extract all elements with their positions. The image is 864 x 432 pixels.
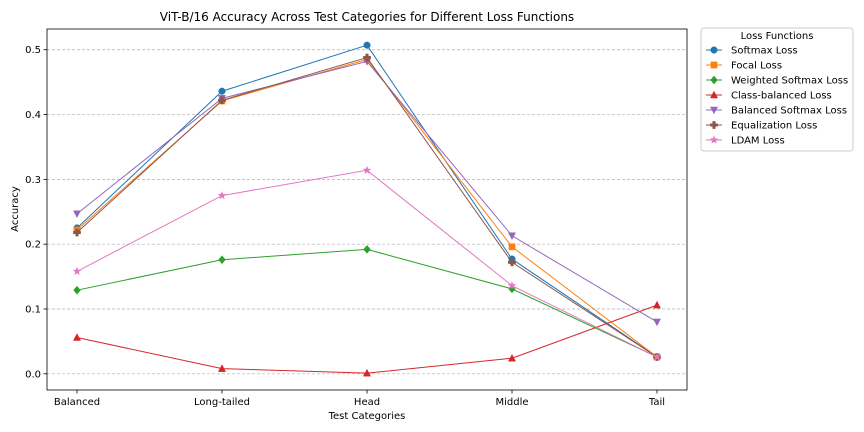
chart-title: ViT-B/16 Accuracy Across Test Categories… bbox=[160, 10, 574, 24]
series-equalization-loss bbox=[73, 53, 661, 361]
legend-label: Weighted Softmax Loss bbox=[731, 76, 848, 87]
gridlines bbox=[47, 49, 687, 375]
legend-marker bbox=[710, 121, 718, 129]
data-point bbox=[363, 244, 371, 254]
y-axis-label: Accuracy bbox=[10, 186, 21, 232]
legend-item: Weighted Softmax Loss bbox=[706, 76, 848, 87]
x-tick-label: Balanced bbox=[54, 397, 100, 408]
legend-box bbox=[700, 27, 854, 152]
series-line bbox=[76, 44, 658, 358]
legend-label: LDAM Loss bbox=[731, 136, 785, 147]
x-tick-label: Tail bbox=[648, 397, 665, 408]
legend-item: Focal Loss bbox=[706, 61, 782, 72]
data-point bbox=[507, 232, 517, 241]
data-point bbox=[73, 228, 81, 237]
series-class-balanced-loss bbox=[72, 300, 662, 377]
legend-label: Focal Loss bbox=[731, 61, 782, 72]
data-point bbox=[72, 333, 82, 341]
legend-marker bbox=[710, 46, 718, 54]
legend-marker bbox=[710, 75, 718, 85]
y-tick-label: 0.5 bbox=[25, 45, 41, 56]
series-line bbox=[76, 60, 658, 323]
legend-label: Equalization Loss bbox=[731, 121, 817, 132]
legend-item: Class-balanced Loss bbox=[706, 91, 832, 102]
y-tick-label: 0.3 bbox=[25, 175, 41, 186]
series-balanced-softmax-loss bbox=[72, 58, 662, 327]
x-tick-label: Middle bbox=[495, 397, 528, 408]
data-point bbox=[218, 255, 226, 265]
series-line bbox=[76, 304, 658, 374]
legend-marker bbox=[709, 106, 719, 115]
series-softmax-loss bbox=[73, 41, 661, 361]
legend-marker bbox=[709, 135, 719, 144]
x-tick-label: Long-tailed bbox=[194, 397, 250, 408]
legend-items: Softmax Loss Focal Loss Weighted Softmax L… bbox=[706, 46, 848, 147]
legend-label: Balanced Softmax Loss bbox=[731, 106, 847, 117]
legend-title: Loss Functions bbox=[741, 31, 814, 42]
data-point bbox=[217, 190, 227, 200]
series-line bbox=[76, 58, 658, 358]
y-tick-label: 0.2 bbox=[25, 240, 41, 251]
data-point bbox=[652, 352, 662, 361]
series-line bbox=[76, 56, 658, 358]
data-point bbox=[72, 210, 82, 219]
legend-item: Equalization Loss bbox=[706, 121, 817, 132]
series-group bbox=[72, 41, 662, 377]
y-tick-label: 0.0 bbox=[25, 369, 41, 380]
y-tick-label: 0.1 bbox=[25, 304, 41, 315]
data-point bbox=[217, 364, 227, 372]
data-point bbox=[507, 353, 517, 362]
data-point bbox=[507, 281, 517, 290]
data-point bbox=[362, 165, 372, 175]
y-tick-label: 0.4 bbox=[25, 110, 41, 121]
series-focal-loss bbox=[73, 56, 661, 361]
data-point bbox=[652, 300, 662, 309]
plot-frame bbox=[46, 28, 688, 391]
data-point bbox=[363, 41, 371, 49]
legend-item: LDAM Loss bbox=[706, 135, 785, 147]
legend-item: Softmax Loss bbox=[706, 46, 798, 57]
data-point bbox=[72, 266, 82, 276]
x-tick-label: Head bbox=[354, 397, 380, 408]
y-axis-ticks: 0.0 0.1 0.2 0.3 0.4 0.5 bbox=[25, 45, 47, 380]
data-point bbox=[218, 87, 226, 95]
series-line bbox=[76, 169, 658, 358]
data-point bbox=[652, 318, 662, 327]
legend: Loss Functions Softmax Loss Focal Loss Wei… bbox=[700, 27, 854, 152]
legend-item: Balanced Softmax Loss bbox=[706, 106, 847, 117]
legend-marker bbox=[709, 90, 719, 99]
data-point bbox=[362, 368, 372, 377]
data-point bbox=[363, 53, 371, 62]
data-point bbox=[508, 258, 516, 267]
data-point bbox=[73, 285, 81, 295]
legend-marker bbox=[710, 61, 718, 69]
x-axis-label: Test Categories bbox=[328, 411, 406, 422]
data-point bbox=[218, 96, 226, 105]
legend-label: Class-balanced Loss bbox=[731, 91, 832, 102]
legend-label: Softmax Loss bbox=[731, 46, 798, 57]
series-line bbox=[76, 248, 658, 358]
series-ldam-loss bbox=[72, 165, 662, 361]
x-axis-ticks: Balanced Long-tailed Head Middle Tail bbox=[54, 390, 665, 408]
series-weighted-softmax-loss bbox=[73, 244, 661, 362]
data-point bbox=[508, 243, 516, 251]
